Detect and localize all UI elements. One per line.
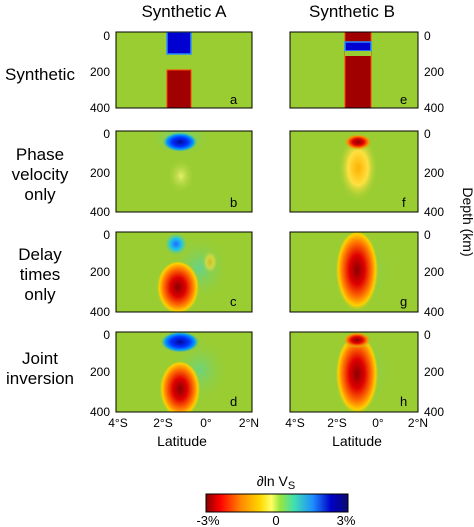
left-latitude-axis: 4°S 2°S 0° 2°N <box>108 416 259 430</box>
left-lat-tick-0: 0° <box>200 416 212 430</box>
panel-f: f <box>289 130 419 213</box>
left-tick-400-row3: 400 <box>90 305 110 319</box>
right-tick-0-row1: 0 <box>424 29 431 43</box>
left-tick-0-row2: 0 <box>103 127 110 141</box>
right-depth-axis: 0 200 400 0 200 400 0 200 400 0 200 400 <box>424 29 444 419</box>
row-label-synthetic: Synthetic <box>5 65 75 84</box>
left-lat-tick-2s: 2°S <box>153 416 172 430</box>
panel-b: b <box>115 130 253 213</box>
right-tick-200-row1: 200 <box>424 65 444 79</box>
row-label-delay-3: only <box>24 285 56 304</box>
right-lat-tick-2n: 2°N <box>408 416 428 430</box>
panel-a: a <box>115 31 253 109</box>
left-lat-tick-2n: 2°N <box>239 416 259 430</box>
panel-g: g <box>289 231 419 313</box>
right-lat-tick-0: 0° <box>372 416 384 430</box>
row-label-phase-1: Phase <box>16 145 64 164</box>
right-latitude-axis: 4°S 2°S 0° 2°N <box>285 416 428 430</box>
panel-letter-h: h <box>400 394 407 409</box>
left-tick-0-row1: 0 <box>103 29 110 43</box>
right-tick-200-row2: 200 <box>424 166 444 180</box>
panel-e: e <box>289 31 419 109</box>
right-tick-0-row4: 0 <box>424 328 431 342</box>
colorbar-title-main: ∂ln V <box>257 473 289 489</box>
right-tick-0-row2: 0 <box>424 127 431 141</box>
right-lat-tick-4s: 4°S <box>285 416 304 430</box>
panel-letter-d: d <box>230 394 237 409</box>
column-title-b: Synthetic B <box>309 2 395 21</box>
row-label-joint-1: Joint <box>22 349 58 368</box>
left-tick-400-row2: 400 <box>90 205 110 219</box>
left-tick-200-row2: 200 <box>90 166 110 180</box>
left-tick-200-row3: 200 <box>90 265 110 279</box>
panel-letter-f: f <box>402 195 406 210</box>
latitude-axis-label-a: Latitude <box>157 433 207 449</box>
panel-letter-a: a <box>230 92 238 107</box>
panel-d: d <box>115 331 253 413</box>
colorbar-gradient <box>205 493 349 513</box>
latitude-axis-label-b: Latitude <box>332 433 382 449</box>
panel-letter-c: c <box>230 294 237 309</box>
panel-letter-g: g <box>400 294 407 309</box>
row-label-phase-2: velocity <box>12 165 69 184</box>
left-tick-400-row4: 400 <box>90 405 110 419</box>
depth-axis-label: Depth (km) <box>460 187 474 256</box>
left-tick-0-row3: 0 <box>103 228 110 242</box>
colorbar: -3% 0 3% <box>196 493 356 527</box>
right-tick-200-row4: 200 <box>424 365 444 379</box>
colorbar-title-sub: S <box>288 480 295 492</box>
colorbar-tick-zero: 0 <box>272 513 279 527</box>
panel-letter-e: e <box>400 92 407 107</box>
column-title-a: Synthetic A <box>141 2 227 21</box>
right-tick-400-row1: 400 <box>424 101 444 115</box>
right-tick-400-row4: 400 <box>424 405 444 419</box>
colorbar-title: ∂ln VS <box>257 473 295 492</box>
left-tick-200-row4: 200 <box>90 365 110 379</box>
right-tick-200-row3: 200 <box>424 265 444 279</box>
right-tick-400-row2: 400 <box>424 205 444 219</box>
right-tick-400-row3: 400 <box>424 305 444 319</box>
panel-c: c <box>115 231 253 313</box>
row-label-phase-3: only <box>24 185 56 204</box>
colorbar-tick-max: 3% <box>337 513 356 527</box>
left-tick-0-row4: 0 <box>103 328 110 342</box>
left-depth-axis: 0 200 400 0 200 400 0 200 400 0 200 400 <box>90 29 110 419</box>
panel-h: h <box>289 331 419 413</box>
colorbar-tick-min: -3% <box>196 513 220 527</box>
row-label-delay-2: times <box>20 265 61 284</box>
row-label-delay-1: Delay <box>18 245 62 264</box>
row-label-joint-2: inversion <box>6 369 74 388</box>
right-tick-0-row3: 0 <box>424 228 431 242</box>
left-tick-200-row1: 200 <box>90 65 110 79</box>
left-tick-400-row1: 400 <box>90 101 110 115</box>
left-lat-tick-4s: 4°S <box>108 416 127 430</box>
panel-letter-b: b <box>230 195 237 210</box>
right-lat-tick-2s: 2°S <box>327 416 346 430</box>
